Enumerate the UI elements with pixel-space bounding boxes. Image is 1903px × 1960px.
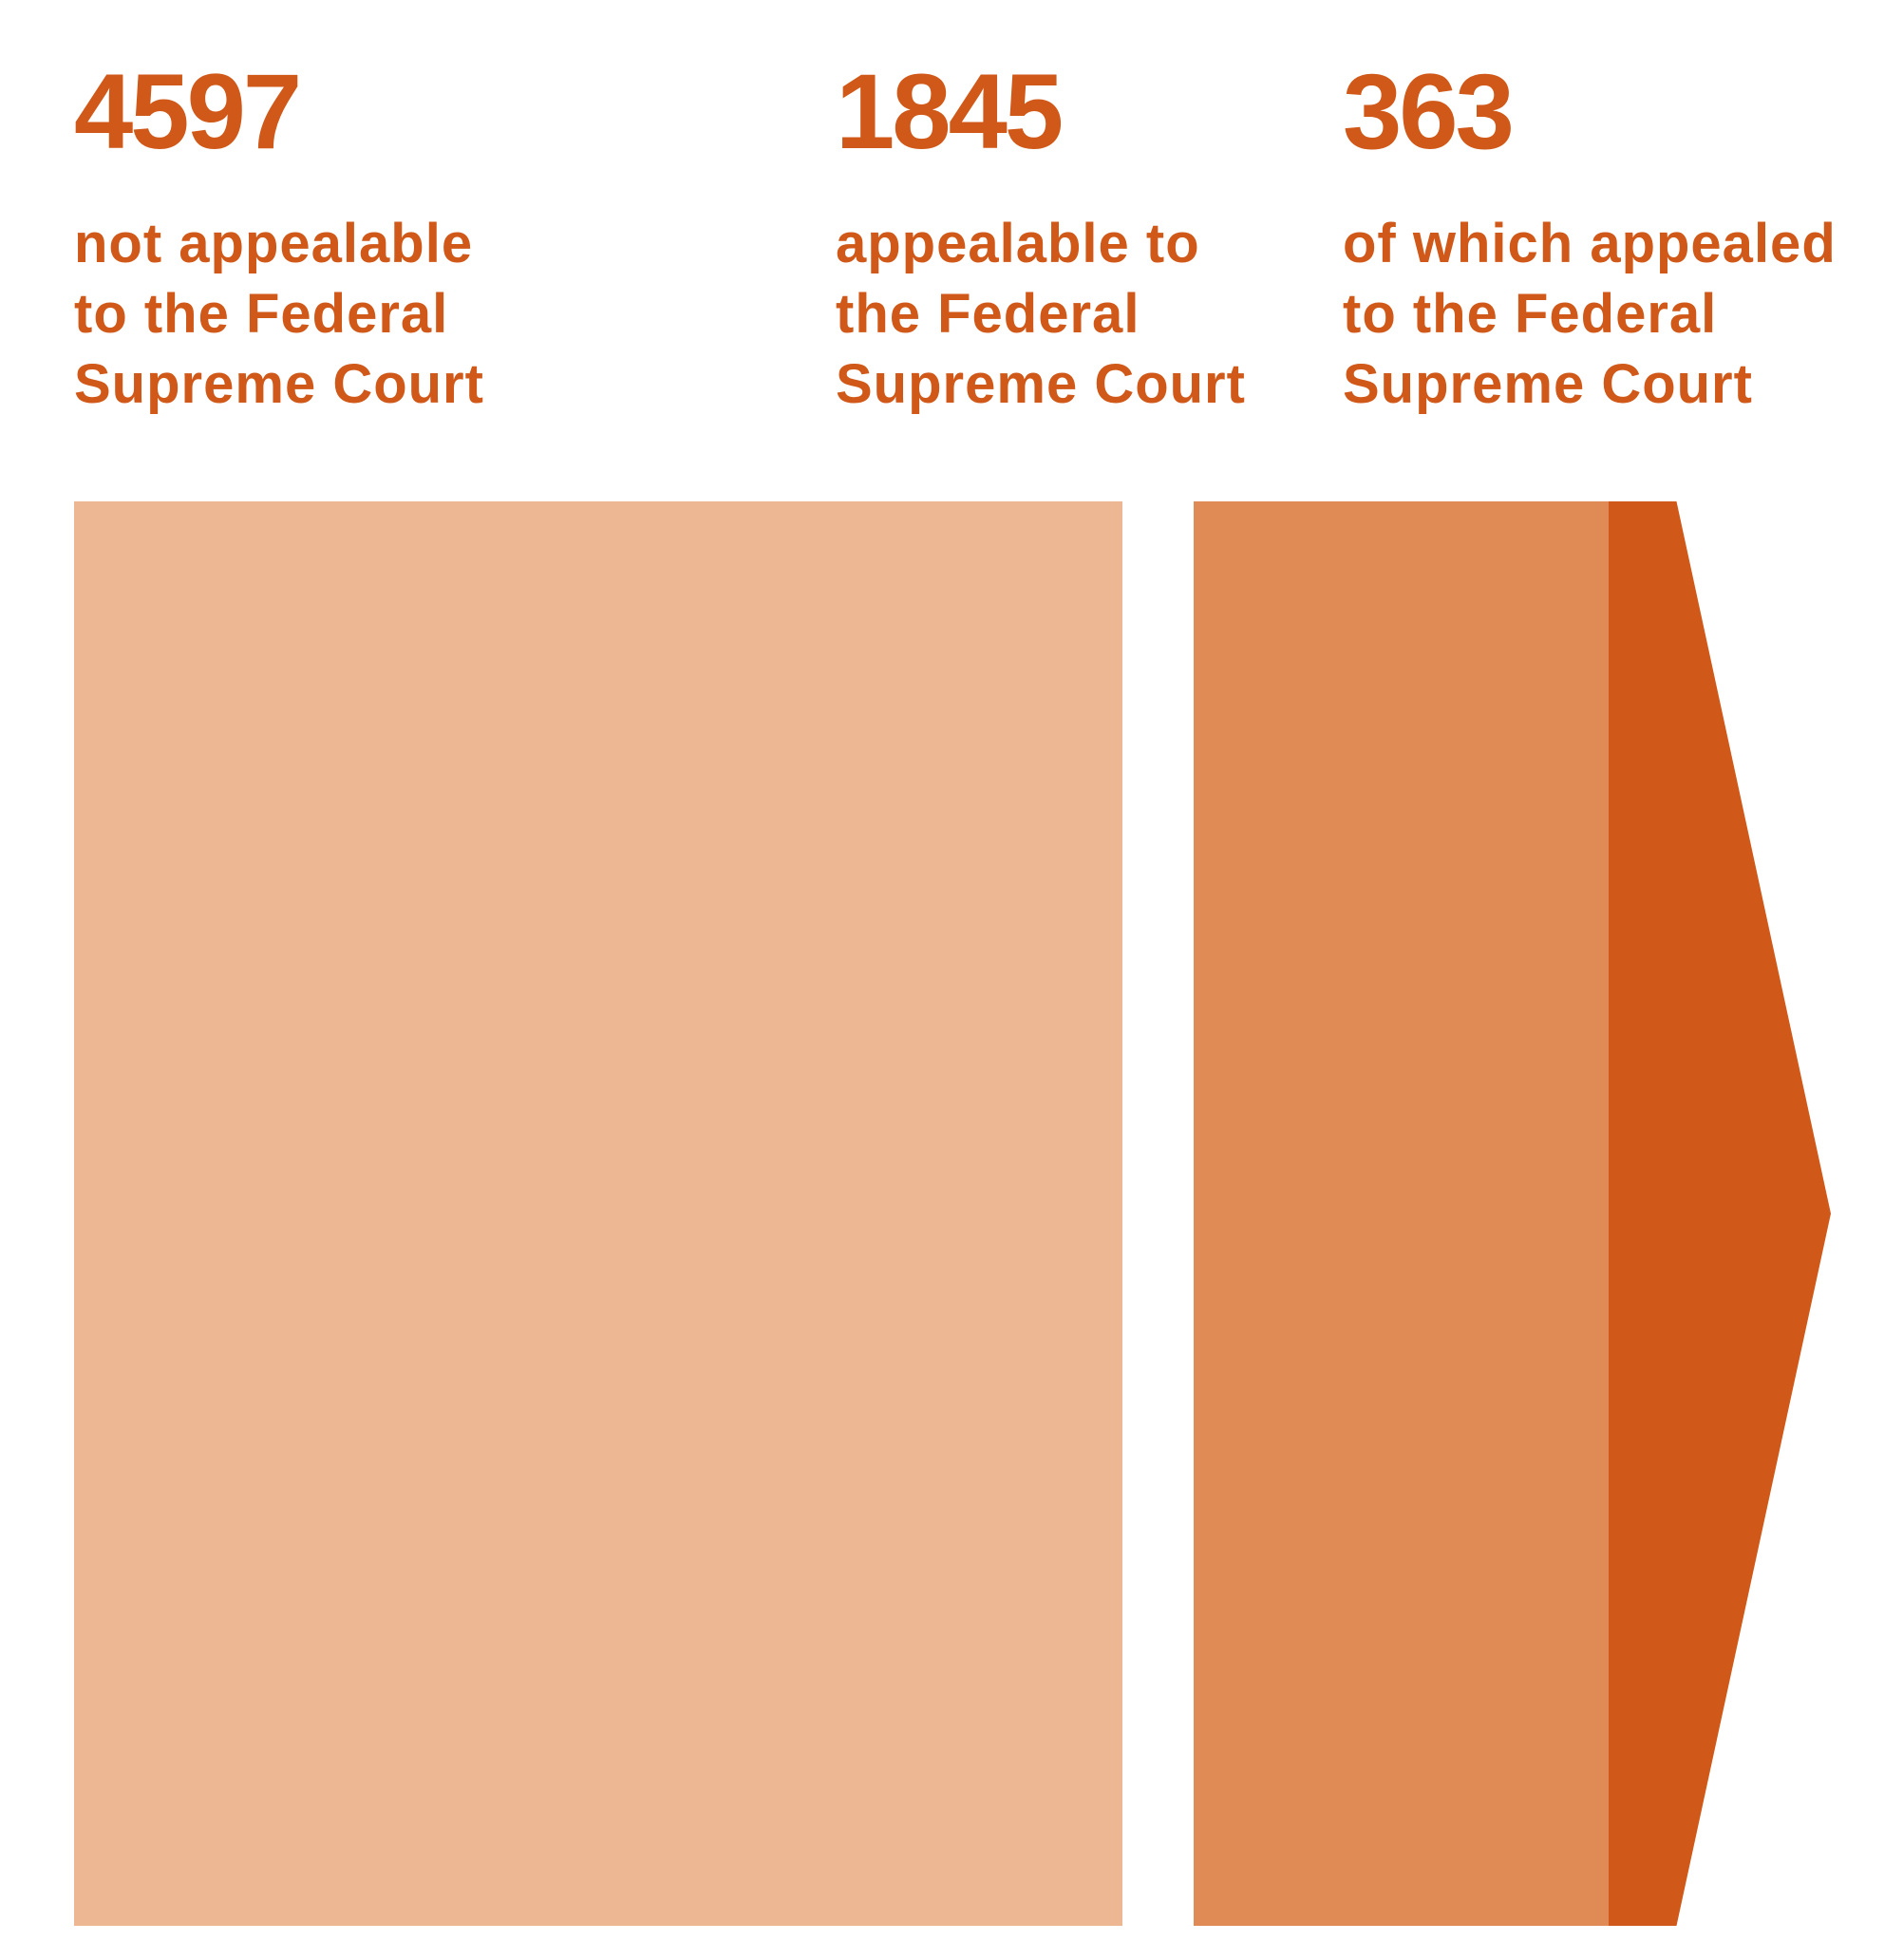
flow-block-not-appealable (74, 501, 1122, 1926)
category-label-line: Supreme Court (836, 353, 1246, 415)
category-label-line: to the Federal (1343, 283, 1718, 345)
category-label-line: Supreme Court (74, 353, 484, 415)
value-label-appealed: 363 (1343, 52, 1515, 171)
category-label-line: to the Federal (74, 283, 449, 345)
category-label-appealed: of which appealed to the Federal Supreme… (1343, 209, 1837, 420)
category-label-line: appealable to (836, 213, 1200, 274)
category-label-not-appealable: not appealable to the Federal Supreme Co… (74, 209, 484, 420)
category-label-line: not appealable (74, 213, 474, 274)
category-label-appealable: appealable to the Federal Supreme Court (836, 209, 1246, 420)
flow-block-appealable (1194, 501, 1615, 1926)
category-label-line: Supreme Court (1343, 353, 1753, 415)
value-label-not-appealable: 4597 (74, 52, 302, 171)
value-label-appealable: 1845 (836, 52, 1064, 171)
category-label-line: the Federal (836, 283, 1140, 345)
category-label-line: of which appealed (1343, 213, 1837, 274)
flow-block-appealed (1609, 501, 1831, 1926)
